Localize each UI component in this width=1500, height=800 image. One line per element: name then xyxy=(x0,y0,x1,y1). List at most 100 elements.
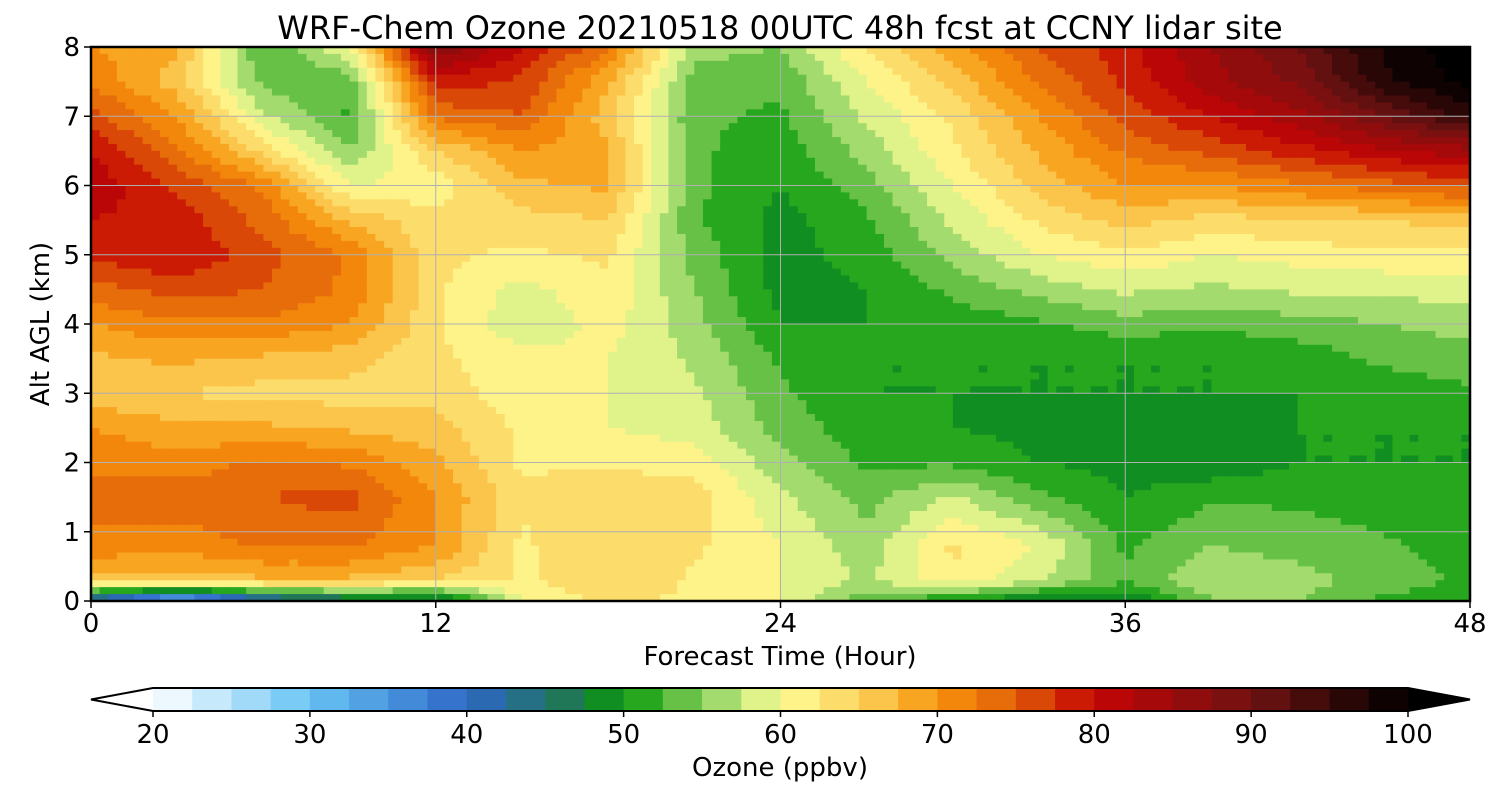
field-cell xyxy=(814,247,825,256)
field-cell xyxy=(539,185,549,194)
field-cell xyxy=(814,137,825,145)
field-cell xyxy=(1349,220,1359,228)
field-cell xyxy=(384,95,394,103)
field-cell xyxy=(858,185,868,194)
field-cell xyxy=(1280,60,1290,69)
field-cell xyxy=(1133,81,1144,90)
field-cell xyxy=(995,247,1006,256)
field-cell xyxy=(220,227,230,235)
field-cell xyxy=(478,130,489,138)
field-cell xyxy=(720,116,730,124)
field-cell xyxy=(1401,164,1411,173)
field-cell xyxy=(935,164,945,173)
field-cell xyxy=(599,123,609,131)
field-cell xyxy=(1064,185,1075,194)
field-cell xyxy=(1047,199,1057,207)
field-cell xyxy=(728,227,739,235)
field-cell xyxy=(677,185,687,194)
field-cell xyxy=(1030,95,1040,103)
field-cell xyxy=(771,185,782,194)
field-cell xyxy=(797,233,807,242)
field-cell xyxy=(582,130,592,138)
field-cell xyxy=(625,185,635,194)
field-cell xyxy=(142,171,152,180)
field-cell xyxy=(875,47,885,55)
field-cell xyxy=(504,130,514,138)
field-cell xyxy=(625,206,635,214)
field-cell xyxy=(185,47,196,55)
field-cell xyxy=(1280,206,1290,214)
field-cell xyxy=(306,192,316,200)
field-cell xyxy=(918,137,928,145)
field-cell xyxy=(1039,199,1049,207)
field-cell xyxy=(461,220,471,228)
field-cell xyxy=(1030,199,1040,207)
field-cell xyxy=(823,164,833,173)
field-cell xyxy=(780,67,790,76)
field-cell xyxy=(582,95,592,103)
field-cell xyxy=(892,123,902,131)
field-cell xyxy=(220,185,230,194)
field-cell xyxy=(995,254,1006,263)
field-cell xyxy=(1332,60,1342,69)
field-cell xyxy=(375,199,385,207)
field-cell xyxy=(935,102,945,110)
field-cell xyxy=(737,213,747,221)
field-cell xyxy=(1332,150,1342,159)
field-cell xyxy=(1090,67,1100,76)
field-cell xyxy=(289,137,299,145)
field-cell xyxy=(1176,192,1187,200)
field-cell xyxy=(108,254,118,263)
field-cell xyxy=(806,116,816,124)
field-cell xyxy=(1142,137,1152,145)
field-cell xyxy=(125,88,135,97)
field-cell xyxy=(375,143,385,152)
field-cell xyxy=(668,227,678,235)
field-cell xyxy=(720,199,730,207)
field-cell xyxy=(125,60,135,69)
field-cell xyxy=(754,74,764,83)
field-cell xyxy=(125,53,135,62)
field-cell xyxy=(823,220,833,228)
field-cell xyxy=(177,185,187,194)
field-cell xyxy=(375,220,385,228)
field-cell xyxy=(849,164,859,173)
field-cell xyxy=(875,199,885,207)
field-cell xyxy=(1254,192,1264,200)
field-cell xyxy=(944,109,954,117)
field-cell xyxy=(927,164,937,173)
field-cell xyxy=(289,199,299,207)
field-cell xyxy=(608,81,618,90)
field-cell xyxy=(1332,81,1342,90)
field-cell xyxy=(1202,178,1213,187)
field-cell xyxy=(1185,53,1195,62)
field-cell xyxy=(409,199,420,207)
field-cell xyxy=(556,130,566,138)
field-cell xyxy=(1194,185,1204,194)
field-cell xyxy=(875,74,885,83)
field-cell xyxy=(814,178,825,187)
field-cell xyxy=(151,206,161,214)
field-cell xyxy=(668,185,678,194)
field-cell xyxy=(642,102,652,110)
field-cell xyxy=(1090,47,1100,55)
field-cell xyxy=(452,81,463,90)
field-cell xyxy=(651,150,661,159)
field-cell xyxy=(1461,192,1471,200)
field-cell xyxy=(1220,157,1230,166)
field-cell xyxy=(814,109,825,117)
field-cell xyxy=(547,227,558,235)
field-cell xyxy=(987,67,997,76)
field-cell xyxy=(1056,164,1066,173)
field-cell xyxy=(323,206,333,214)
field-cell xyxy=(1211,220,1221,228)
field-cell xyxy=(323,95,333,103)
field-cell xyxy=(556,150,566,159)
field-cell xyxy=(220,206,230,214)
field-cell xyxy=(987,88,997,97)
field-cell xyxy=(918,233,928,242)
field-cell xyxy=(1323,247,1333,256)
field-cell xyxy=(384,150,394,159)
field-cell xyxy=(116,53,127,62)
field-cell xyxy=(1004,47,1014,55)
